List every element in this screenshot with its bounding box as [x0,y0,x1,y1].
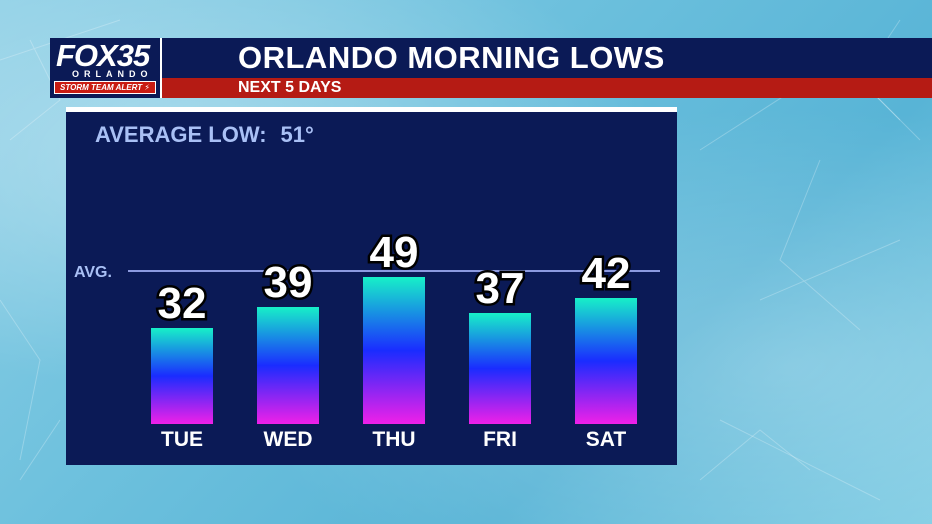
page-title: ORLANDO MORNING LOWS [238,40,665,75]
page-subtitle: NEXT 5 DAYS [238,79,342,96]
bar-tue [151,328,213,424]
storm-team-alert-badge: STORM TEAM ALERT ⚡ [54,81,156,94]
category-label-fri: FRI [483,428,517,451]
logo-main-text: FOX35 [56,38,150,73]
subheader-bar [50,78,932,98]
bar-value-label-thu: 49 [370,228,419,277]
bars-layer: 32 TUE 39 WED 49 THU 37 FRI 42 SAT [151,226,637,451]
category-label-wed: WED [264,428,313,451]
fox35-logo: FOX35 ORLANDO STORM TEAM ALERT ⚡ [50,38,162,98]
average-low-text: AVERAGE LOW: 51° [95,122,314,148]
bar-sat [575,298,637,424]
bar-wed [257,307,319,424]
bar-value-label-wed: 39 [264,258,313,307]
average-low-value: 51° [280,122,314,147]
average-low-label: AVERAGE LOW: [95,122,267,147]
bar-fri [469,313,531,424]
bar-value-label-tue: 32 [158,279,207,328]
bar-value-label-fri: 37 [476,264,525,313]
average-line-label: AVG. [74,264,112,281]
logo-city-text: ORLANDO [72,69,153,79]
category-label-sat: SAT [586,428,627,451]
bar-thu [363,277,425,424]
category-label-tue: TUE [161,428,203,451]
header-bar [50,38,932,78]
bar-value-label-sat: 42 [582,249,631,298]
category-label-thu: THU [372,428,415,451]
